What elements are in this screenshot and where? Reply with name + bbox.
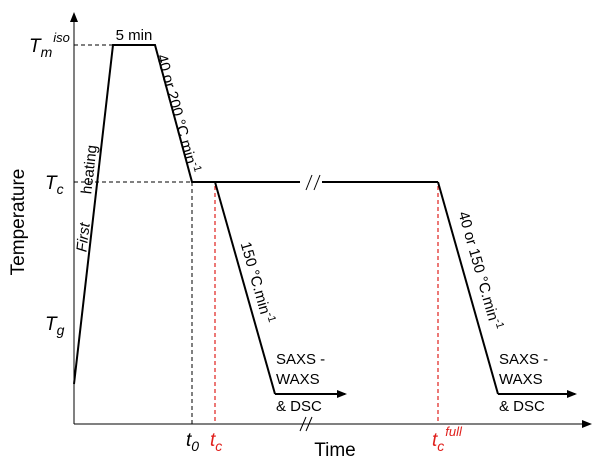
tc-label: Tc xyxy=(45,173,64,197)
y-axis-title: Temperature xyxy=(8,169,29,276)
isotherm-break-mark xyxy=(305,174,313,191)
cooling-segment-final xyxy=(437,181,499,395)
tcfull-time-label: tcfull xyxy=(432,424,463,454)
t0-label: t0 xyxy=(186,430,199,454)
measurement-label-2: & DSC xyxy=(499,398,545,415)
cooling-segment-150 xyxy=(214,181,276,395)
measurement-label-1: WAXS xyxy=(276,371,320,388)
temperature-profile xyxy=(73,44,300,385)
hold-time-label: 5 min xyxy=(116,27,153,44)
measurement-label-2: WAXS xyxy=(499,371,543,388)
tc-time-label: tc xyxy=(210,430,222,454)
measurement-label-1: & DSC xyxy=(276,398,322,415)
isotherm-break-mark xyxy=(313,174,321,191)
measurement-label-1: SAXS - xyxy=(276,351,325,368)
x-axis-title: Time xyxy=(314,440,356,461)
x-axis-break-mark xyxy=(305,416,313,432)
tg-label: Tg xyxy=(45,314,65,338)
measurement-label-2: SAXS - xyxy=(499,351,548,368)
x-axis-break-mark xyxy=(299,416,307,432)
tm-iso-label: Tmiso xyxy=(29,30,70,60)
cooling-rate-1-label: 40 or 200 °C.min-1 xyxy=(153,52,204,175)
heating-label: heating xyxy=(78,144,101,195)
first-label: First xyxy=(73,221,93,253)
